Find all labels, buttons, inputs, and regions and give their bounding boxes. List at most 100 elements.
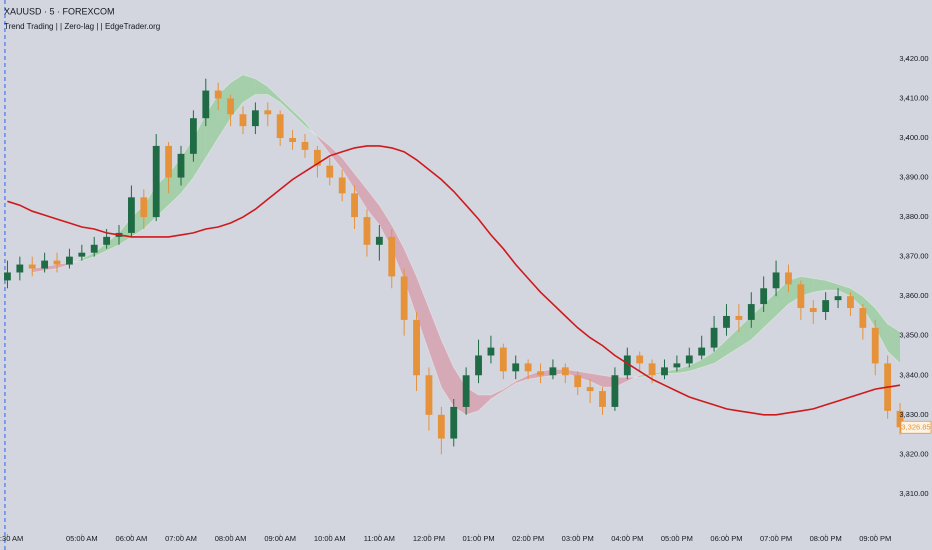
- candle-body: [177, 153, 185, 178]
- x-tick-label: 03:30 AM: [0, 534, 23, 543]
- y-tick-label: 3,320.00: [899, 449, 928, 458]
- candle-body: [561, 367, 569, 376]
- candle-body: [28, 264, 36, 269]
- band-fill: [825, 280, 839, 291]
- candle-body: [859, 308, 867, 328]
- candle-body: [623, 355, 631, 376]
- candle-body: [128, 197, 135, 233]
- candle-body: [586, 387, 594, 392]
- candle-body: [388, 236, 396, 277]
- band-fill: [367, 189, 380, 225]
- band-fill: [317, 136, 330, 154]
- candle-body: [661, 367, 668, 376]
- band-fill: [515, 375, 529, 384]
- candle-body: [462, 375, 470, 407]
- candle-body: [871, 327, 879, 364]
- candle-body: [301, 141, 309, 150]
- candle-body: [375, 236, 383, 245]
- candle-body: [822, 300, 830, 312]
- band-fill: [689, 359, 702, 372]
- plot-area: [4, 0, 904, 550]
- x-tick-label: 06:00 AM: [116, 534, 148, 543]
- band-fill: [838, 284, 851, 297]
- candle-body: [363, 217, 371, 245]
- candle-body: [165, 145, 173, 178]
- last-price-box: [900, 420, 932, 434]
- y-tick-label: 3,380.00: [899, 212, 928, 221]
- candle-body: [450, 406, 458, 439]
- candle-body: [338, 177, 346, 194]
- y-tick-label: 3,420.00: [899, 54, 928, 63]
- band-edge: [32, 94, 901, 396]
- candle-body: [351, 193, 358, 218]
- band-fill: [44, 264, 57, 271]
- last-price-label: 3,326.85: [901, 422, 930, 431]
- candle-body: [437, 414, 445, 439]
- band-fill: [590, 373, 603, 388]
- y-tick-label: 3,390.00: [899, 173, 928, 182]
- band-fill: [813, 278, 826, 293]
- band-fill: [676, 365, 690, 374]
- band-fill: [255, 78, 268, 95]
- candle-body: [487, 347, 495, 356]
- band-fill: [503, 381, 516, 392]
- candle-body: [599, 391, 606, 407]
- candle-body: [797, 284, 805, 309]
- band-fill: [404, 248, 417, 316]
- band-fill: [627, 375, 640, 382]
- candle-body: [896, 410, 904, 428]
- band-fill: [714, 339, 727, 364]
- y-tick-label: 3,400.00: [899, 133, 928, 142]
- candle-body: [685, 355, 693, 364]
- candle-body: [264, 110, 272, 115]
- x-tick-label: 08:00 PM: [810, 534, 842, 543]
- x-tick-label: 07:00 PM: [760, 534, 792, 543]
- candle-body: [239, 114, 247, 127]
- band-fill: [726, 327, 739, 356]
- candle-body: [189, 118, 197, 154]
- candle-body: [53, 260, 61, 265]
- band-fill: [305, 122, 318, 138]
- candle-body: [475, 355, 482, 376]
- band-fill: [478, 395, 491, 411]
- band-fill: [441, 339, 454, 407]
- band-fill: [862, 296, 876, 328]
- candle-body: [847, 296, 854, 309]
- candle-body: [326, 165, 334, 178]
- candle-body: [214, 90, 222, 99]
- candle-body: [723, 315, 730, 328]
- band-fill: [342, 157, 355, 190]
- band-fill: [243, 74, 256, 103]
- x-tick-label: 09:00 PM: [859, 534, 891, 543]
- candle-body: [698, 347, 706, 356]
- band-fill: [887, 323, 900, 364]
- candle-body: [549, 367, 557, 376]
- band-fill: [354, 173, 367, 210]
- band-fill: [577, 371, 591, 382]
- x-tick-label: 02:00 PM: [512, 534, 544, 543]
- candle-body: [16, 264, 24, 273]
- candle-body: [648, 363, 656, 376]
- candle-body: [574, 375, 582, 388]
- band-fill: [329, 145, 343, 170]
- x-tick-label: 05:00 PM: [661, 534, 693, 543]
- chart-subtitle: Trend Trading | | Zero-lag | | EdgeTrade…: [4, 22, 160, 31]
- candle-body: [313, 149, 321, 166]
- candle-body: [78, 252, 86, 257]
- band-fill: [490, 389, 504, 399]
- x-tick-label: 08:00 AM: [215, 534, 247, 543]
- y-tick-label: 3,310.00: [899, 489, 928, 498]
- candle-body: [512, 363, 520, 372]
- candle-body: [809, 308, 817, 312]
- band-edge: [32, 74, 901, 416]
- candle-body: [747, 304, 755, 320]
- candle-body: [103, 236, 111, 245]
- x-tick-label: 06:00 PM: [710, 534, 742, 543]
- band-fill: [280, 98, 293, 115]
- x-tick-label: 07:00 AM: [165, 534, 197, 543]
- band-fill: [428, 308, 442, 388]
- band-fill: [416, 276, 429, 352]
- candle-body: [66, 256, 73, 265]
- candle-body: [425, 375, 433, 415]
- candle-body: [524, 363, 532, 372]
